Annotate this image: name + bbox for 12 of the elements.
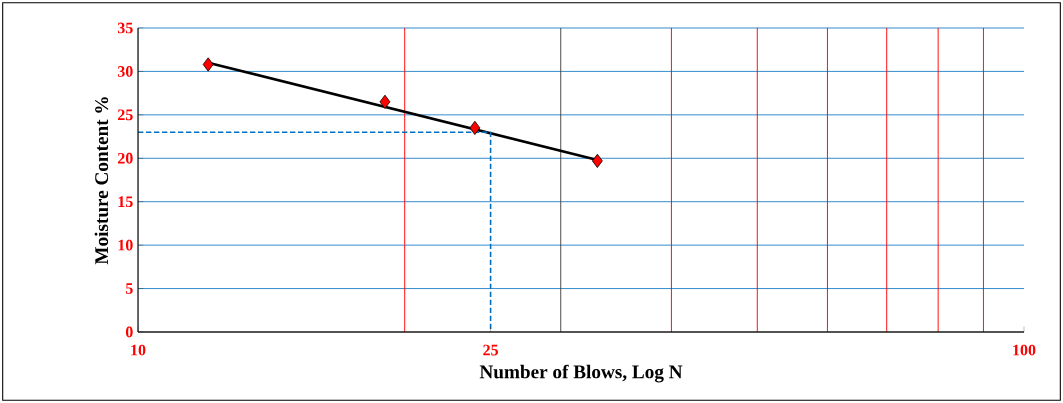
x-tick-label: 25 — [483, 344, 498, 356]
y-tick-label: 35 — [117, 22, 133, 34]
y-axis-title: Moisture Content % — [94, 97, 109, 265]
y-tick-label: 5 — [125, 283, 133, 294]
y-tick-label: 25 — [117, 109, 133, 121]
y-tick-label: 10 — [118, 239, 133, 251]
y-tick-label: 15 — [118, 196, 133, 208]
y-tick-label: 0 — [125, 326, 133, 338]
x-axis-title: Number of Blows, Log N — [479, 364, 683, 383]
y-tick-label: 30 — [117, 66, 133, 77]
y-tick-label: 20 — [117, 152, 133, 164]
x-tick-label: 100 — [1013, 344, 1036, 356]
